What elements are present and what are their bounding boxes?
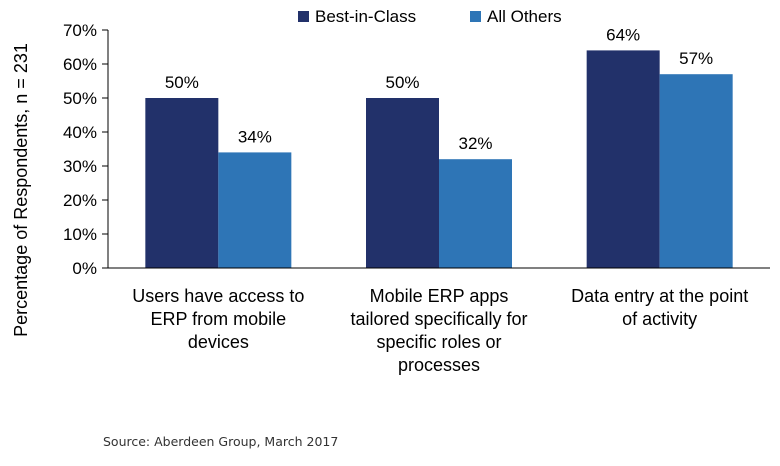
legend-label: Best-in-Class — [315, 7, 416, 26]
bars — [145, 50, 733, 269]
chart-legend: Best-in-Class All Others — [298, 7, 562, 26]
data-label: 32% — [458, 134, 492, 153]
x-tick-label: Data entry at the point of activity — [571, 286, 748, 329]
x-axis: Users have access to ERP from mobile devic… — [108, 267, 770, 375]
legend-label: All Others — [487, 7, 562, 26]
y-tick-label: 0% — [72, 259, 97, 278]
x-tick-label: Mobile ERP apps tailored specifically for… — [350, 286, 527, 375]
y-tick-label: 10% — [63, 225, 97, 244]
legend-item: All Others — [470, 7, 562, 26]
data-label: 34% — [238, 127, 272, 146]
data-label: 50% — [385, 73, 419, 92]
data-label: 57% — [679, 49, 713, 68]
data-label: 64% — [606, 25, 640, 44]
y-tick-label: 60% — [63, 55, 97, 74]
y-tick-label: 30% — [63, 157, 97, 176]
legend-item: Best-in-Class — [298, 7, 416, 26]
y-tick-label: 20% — [63, 191, 97, 210]
data-labels: 50% 34% 50% 32% 64% 57% — [165, 25, 713, 153]
legend-swatch — [470, 11, 481, 22]
bar — [586, 50, 660, 269]
bar — [659, 74, 733, 268]
bar — [145, 98, 219, 268]
y-axis-title: Percentage of Respondents, n = 231 — [11, 43, 31, 337]
bar — [439, 159, 512, 268]
bar — [366, 98, 439, 268]
y-tick-label: 40% — [63, 123, 97, 142]
x-tick-label: Users have access to ERP from mobile devic… — [132, 286, 304, 352]
bar — [218, 152, 292, 268]
source-note: Source: Aberdeen Group, March 2017 — [103, 434, 339, 449]
y-axis: 0% 10% 20% 30% 40% 50% 60% 70% — [63, 21, 109, 278]
y-tick-label: 50% — [63, 89, 97, 108]
legend-swatch — [298, 11, 309, 22]
y-tick-label: 70% — [63, 21, 97, 40]
data-label: 50% — [165, 73, 199, 92]
